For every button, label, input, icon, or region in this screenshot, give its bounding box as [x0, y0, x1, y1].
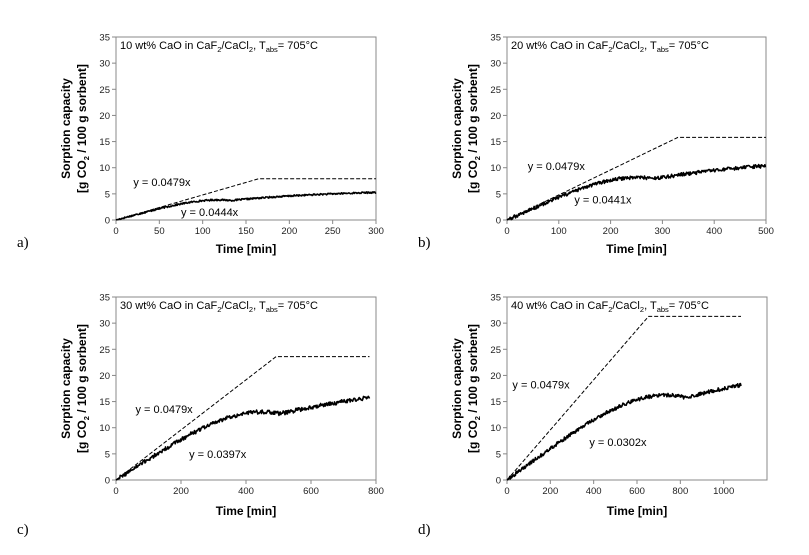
theory-slope-label: y = 0.0479x [512, 380, 570, 392]
x-tick-label: 150 [238, 226, 254, 237]
x-axis-label: Time [min] [607, 504, 667, 518]
x-tick-label: 200 [542, 486, 558, 497]
y-tick-label: 25 [99, 85, 110, 96]
y-axis-label-line2: [g CO2 / 100 g sorbent] [466, 64, 482, 193]
measured-slope-label: y = 0.0397x [189, 449, 247, 461]
x-tick-label: 800 [672, 486, 688, 497]
y-tick-label: 15 [490, 137, 501, 148]
y-tick-label: 0 [105, 216, 110, 227]
y-tick-label: 15 [490, 397, 501, 408]
x-tick-label: 50 [154, 226, 165, 237]
y-axis-label-line1: Sorption capacity [59, 78, 73, 179]
y-tick-label: 0 [496, 476, 501, 487]
y-tick-label: 30 [99, 59, 110, 70]
y-tick-label: 0 [105, 476, 110, 487]
x-axis-label: Time [min] [216, 242, 276, 256]
y-axis-label-line1: Sorption capacity [59, 338, 73, 439]
chart-panel-c: 0 5 10 15 20 25 30 35 0 200 400 600 800 Time [min] Sor… [17, 293, 384, 539]
plot-frame [506, 36, 767, 221]
x-tick-label: 400 [706, 226, 722, 237]
chart-panel-b: 0 5 10 15 20 25 30 35 0 100 200 300 400 500 Time [min]… [418, 33, 774, 257]
theoretical-line [115, 178, 376, 221]
y-tick-label: 25 [490, 85, 501, 96]
y-tick-label: 35 [99, 33, 110, 44]
x-tick-label: 500 [758, 226, 774, 237]
y-tick-label: 20 [99, 111, 110, 122]
y-tick-label: 0 [496, 216, 501, 227]
measured-slope-label: y = 0.0441x [574, 194, 632, 206]
panel-label: d) [418, 522, 431, 538]
panel-label: b) [418, 235, 431, 251]
x-tick-label: 300 [368, 226, 384, 237]
chart-title: 10 wt% CaO in CaF2/CaCl2, Tabs= 705°C [120, 40, 318, 54]
x-tick-label: 600 [303, 486, 319, 497]
y-tick-label: 25 [490, 345, 501, 356]
x-axis-label: Time [min] [606, 242, 666, 256]
chart-panel-a: 0 5 10 15 20 25 30 35 0 50 100 150 200 250 300 Time [mi… [17, 33, 384, 257]
theoretical-line [506, 315, 741, 481]
measured-slope-label: y = 0.0444x [181, 207, 239, 219]
y-tick-label: 20 [99, 371, 110, 382]
theoretical-line [115, 356, 370, 481]
y-axis-label-line2: [g CO2 / 100 g sorbent] [466, 324, 482, 453]
y-tick-label: 10 [99, 163, 110, 174]
y-tick-label: 35 [490, 33, 501, 44]
y-tick-label: 30 [490, 59, 501, 70]
x-tick-label: 200 [281, 226, 297, 237]
chart-title: 30 wt% CaO in CaF2/CaCl2, Tabs= 705°C [120, 300, 318, 314]
x-tick-label: 0 [113, 486, 118, 497]
measured-slope-label: y = 0.0302x [589, 437, 647, 449]
theory-slope-label: y = 0.0479x [528, 161, 586, 173]
y-tick-label: 20 [490, 111, 501, 122]
chart-panel-d: 0 5 10 15 20 25 30 35 0 200 400 600 800 1000 Time [min… [418, 293, 768, 538]
y-tick-label: 30 [490, 319, 501, 330]
theoretical-line [506, 136, 766, 221]
y-tick-label: 15 [99, 397, 110, 408]
y-tick-label: 35 [99, 293, 110, 304]
x-tick-label: 200 [603, 226, 619, 237]
measured-curve [115, 191, 377, 221]
y-tick-label: 5 [105, 189, 110, 200]
theory-slope-label: y = 0.0479x [136, 404, 194, 416]
y-tick-label: 25 [99, 345, 110, 356]
panel-label: a) [17, 235, 29, 251]
x-tick-label: 800 [368, 486, 384, 497]
y-axis-label-line1: Sorption capacity [450, 78, 464, 179]
plot-frame [115, 36, 377, 221]
x-tick-label: 1000 [713, 486, 734, 497]
y-axis-label-line1: Sorption capacity [450, 338, 464, 439]
x-tick-label: 600 [629, 486, 645, 497]
panel-label: c) [17, 522, 29, 538]
y-tick-label: 30 [99, 319, 110, 330]
x-tick-label: 0 [113, 226, 118, 237]
x-tick-label: 250 [325, 226, 341, 237]
x-tick-label: 100 [195, 226, 211, 237]
y-tick-label: 10 [490, 423, 501, 434]
y-tick-label: 35 [490, 293, 501, 304]
y-tick-label: 5 [105, 449, 110, 460]
x-tick-label: 0 [504, 486, 509, 497]
y-tick-label: 10 [99, 423, 110, 434]
measured-curve [115, 395, 371, 481]
chart-title: 40 wt% CaO in CaF2/CaCl2, Tabs= 705°C [511, 300, 709, 314]
chart-title: 20 wt% CaO in CaF2/CaCl2, Tabs= 705°C [511, 40, 709, 54]
measured-curve [506, 382, 742, 481]
x-tick-label: 100 [551, 226, 567, 237]
x-tick-label: 400 [238, 486, 254, 497]
y-axis-label-line2: [g CO2 / 100 g sorbent] [75, 64, 91, 193]
y-tick-label: 5 [496, 449, 501, 460]
x-tick-label: 300 [654, 226, 670, 237]
theory-slope-label: y = 0.0479x [133, 177, 191, 189]
measured-curve [506, 163, 767, 221]
y-tick-label: 15 [99, 137, 110, 148]
y-tick-label: 10 [490, 163, 501, 174]
y-tick-label: 5 [496, 189, 501, 200]
y-tick-label: 20 [490, 371, 501, 382]
y-axis-label-line2: [g CO2 / 100 g sorbent] [75, 324, 91, 453]
x-tick-label: 0 [504, 226, 509, 237]
x-tick-label: 200 [173, 486, 189, 497]
x-axis-label: Time [min] [216, 504, 276, 518]
x-tick-label: 400 [586, 486, 602, 497]
